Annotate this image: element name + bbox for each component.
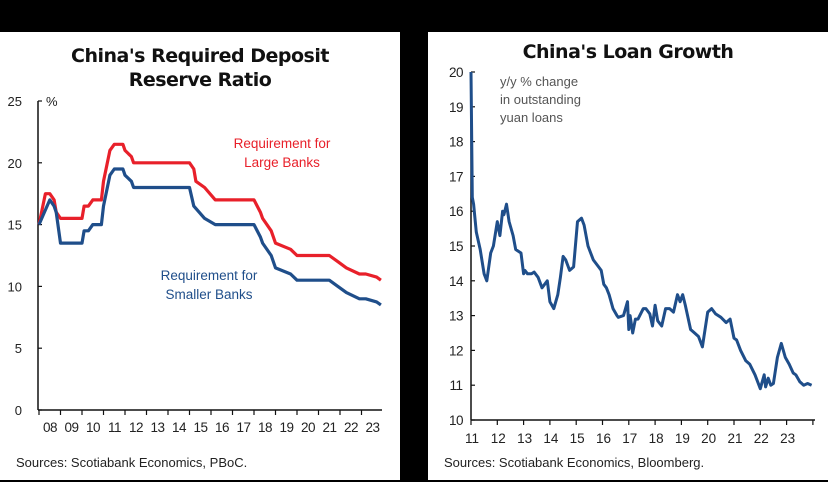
x-tick-label: 12 — [491, 431, 506, 446]
reserve-ratio-chart-panel: China's Required Deposit Reserve Ratio 0… — [0, 32, 400, 480]
title-line-1: China's Required Deposit — [71, 45, 329, 67]
small-banks-label: Requirement for — [161, 268, 258, 283]
x-tick-label: 19 — [675, 431, 690, 446]
y-tick-label: 10 — [449, 413, 463, 428]
y-unit-label: % — [46, 94, 58, 109]
large-banks-label: Requirement for — [234, 136, 331, 151]
x-tick-label: 20 — [301, 420, 315, 435]
y-tick-label: 17 — [449, 169, 463, 184]
x-tick-label: 12 — [129, 420, 143, 435]
small-banks-line — [37, 167, 382, 307]
x-tick-label: 14 — [172, 420, 187, 435]
x-tick-label: 23 — [365, 420, 379, 435]
title-line-2: Reserve Ratio — [128, 69, 272, 91]
x-tick-label: 21 — [322, 420, 336, 435]
x-tick-label: 11 — [108, 420, 121, 435]
x-tick-label: 20 — [701, 431, 716, 446]
x-tick-label: 18 — [649, 431, 664, 446]
y-tick-label: 20 — [449, 65, 463, 80]
source-note: Sources: Scotiabank Economics, Bloomberg… — [444, 455, 705, 470]
x-tick-label: 15 — [193, 420, 207, 435]
y-tick-label: 11 — [449, 378, 462, 393]
y-tick-label: 0 — [15, 403, 22, 418]
x-tick-label: 10 — [86, 420, 100, 435]
y-tick-label: 20 — [8, 156, 22, 171]
large-banks-line — [37, 142, 382, 282]
y-tick-label: 19 — [449, 100, 463, 115]
source-note: Sources: Scotiabank Economics, PBoC. — [16, 455, 248, 470]
reserve-ratio-plot: 0 5 10 15 20 25 08 09 10 11 12 13 14 15 16 17 18 19 20 21 22… — [8, 94, 382, 435]
x-tick-label: 22 — [754, 431, 769, 446]
x-tick-label: 13 — [517, 431, 532, 446]
axis-note: in outstanding — [500, 92, 581, 107]
loan-growth-chart-panel: China's Loan Growth 10 11 12 13 14 15 16 17 18 19… — [428, 32, 828, 480]
y-tick-label: 5 — [15, 341, 22, 356]
chart-title: China's Loan Growth — [522, 41, 734, 63]
y-tick-label: 10 — [8, 279, 22, 294]
y-tick-label: 14 — [449, 274, 464, 289]
x-tick-label: 22 — [344, 420, 358, 435]
axis-note: yuan loans — [500, 110, 563, 125]
loan-growth-line — [469, 71, 813, 391]
y-tick-label: 16 — [449, 204, 463, 219]
x-tick-label: 16 — [215, 420, 229, 435]
x-tick-label: 09 — [64, 420, 78, 435]
x-tick-label: 08 — [43, 420, 57, 435]
small-banks-label: Smaller Banks — [165, 287, 252, 302]
y-tick-label: 12 — [449, 343, 463, 358]
x-tick-label: 13 — [150, 420, 164, 435]
x-tick-label: 19 — [279, 420, 293, 435]
y-tick-label: 15 — [8, 218, 22, 233]
x-tick-label: 16 — [596, 431, 611, 446]
y-tick-label: 18 — [449, 135, 463, 150]
y-tick-label: 25 — [8, 94, 22, 109]
y-tick-label: 15 — [449, 239, 463, 254]
x-tick-label: 14 — [543, 431, 559, 446]
x-tick-label: 18 — [258, 420, 272, 435]
x-tick-label: 17 — [622, 431, 637, 446]
axis-note: y/y % change — [500, 74, 578, 89]
x-tick-label: 11 — [465, 431, 479, 446]
x-tick-label: 21 — [727, 431, 742, 446]
large-banks-label: Large Banks — [244, 155, 320, 170]
x-tick-label: 17 — [236, 420, 250, 435]
x-tick-label: 23 — [780, 431, 795, 446]
chart-title: China's Required Deposit Reserve Ratio — [0, 44, 400, 92]
x-tick-label: 15 — [570, 431, 585, 446]
y-tick-label: 13 — [449, 309, 463, 324]
